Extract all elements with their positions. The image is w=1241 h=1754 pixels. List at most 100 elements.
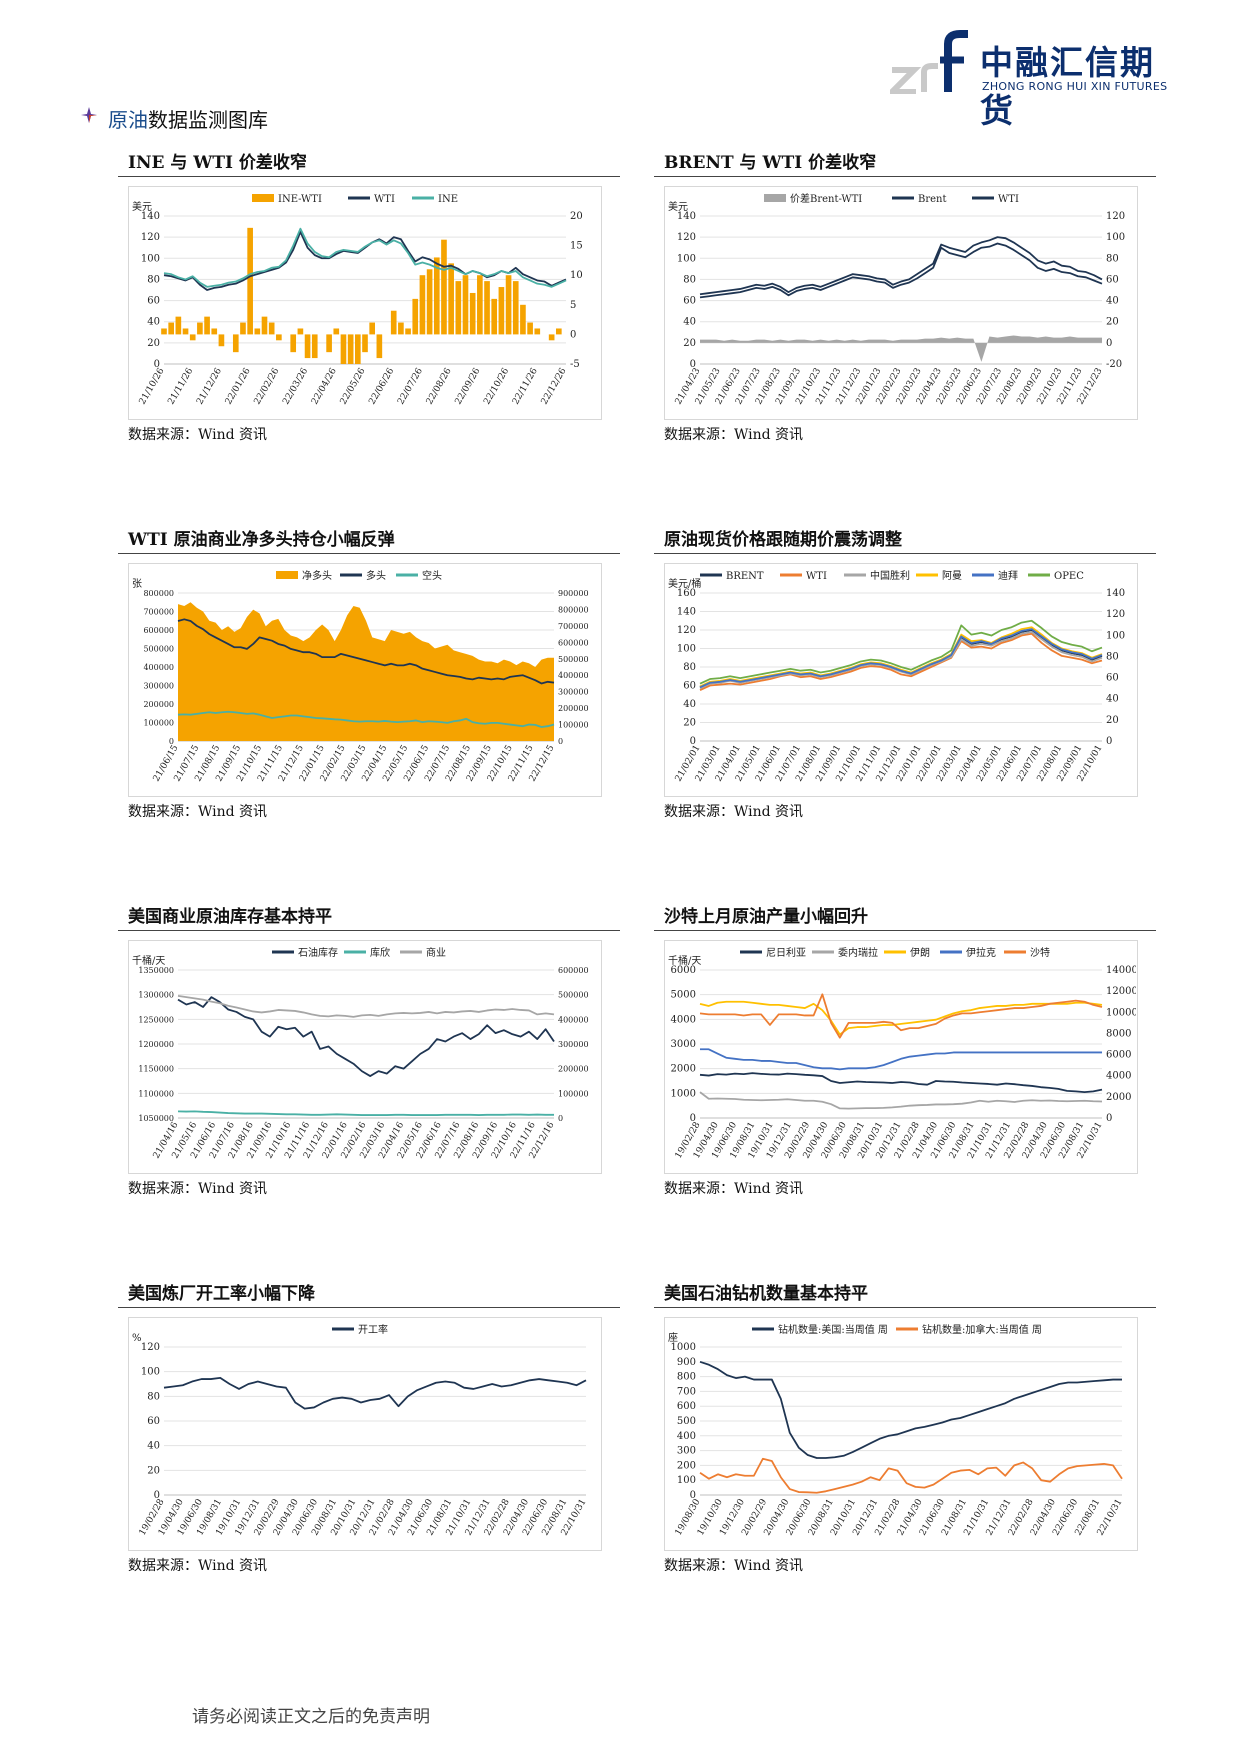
y-tick-label: 100000 <box>143 719 174 728</box>
y2-tick-label: 0 <box>1106 338 1112 349</box>
series-line <box>177 710 555 728</box>
y-tick-label: 1100000 <box>138 1089 174 1098</box>
series-钻机数量:美国:当周值 周 <box>699 1360 1122 1459</box>
y-tick-label: 0 <box>690 359 696 370</box>
y-tick-label: 900 <box>677 1357 696 1368</box>
y2-tick-label: 100000 <box>558 1089 589 1098</box>
y2-tick-label: 0 <box>1106 736 1112 747</box>
y2-tick-label: 0 <box>558 1114 563 1123</box>
legend: 尼日利亚 委内瑞拉 伊朗 伊拉克 沙特 <box>740 946 1050 959</box>
x-tick-label: 21/12/26 <box>195 366 224 406</box>
bar <box>505 275 512 335</box>
series-钻机数量:加拿大:当周值 周 <box>699 1457 1123 1494</box>
y-tick-label: 100 <box>677 253 696 264</box>
panel-title: 沙特上月原油产量小幅回升 <box>664 907 868 927</box>
x-tick-label: 22/03/26 <box>281 366 310 406</box>
y2-tick-label: 80 <box>1106 253 1119 264</box>
series-line <box>699 1457 1123 1494</box>
chart-frame <box>128 940 602 1174</box>
y2-tick-label: 100 <box>1106 630 1125 641</box>
bar <box>240 322 246 335</box>
chart-opec-output: 0 1000 2000 3000 4000 5000 6000 0 2000 4000 6000 80… <box>668 946 1136 1161</box>
data-source: 数据来源：Wind 资讯 <box>128 427 268 443</box>
divider <box>654 1307 1156 1308</box>
y2-tick-label: 400000 <box>558 1015 589 1024</box>
bar <box>326 334 332 353</box>
series-line <box>699 630 1103 690</box>
bar <box>204 316 210 335</box>
x-tick-label: 22/07/26 <box>396 366 425 406</box>
y2-tick-label: -5 <box>570 359 580 370</box>
bar <box>175 316 182 335</box>
series-line <box>699 1360 1122 1459</box>
y2-tick-label: 120 <box>1106 211 1125 222</box>
x-tick-label: 22/08/26 <box>425 366 454 406</box>
chart-us-inventory: 1050000 1100000 1150000 1200000 1250000 13000… <box>132 946 589 1161</box>
y-tick-label: 40 <box>147 1441 160 1452</box>
bar <box>268 322 275 335</box>
legend-label: WTI <box>998 194 1019 205</box>
panel-title: WTI 原油商业净多头持仓小幅反弹 <box>128 530 395 550</box>
series-line <box>699 632 1103 691</box>
y-tick-label: 5000 <box>671 990 696 1001</box>
y-tick-label: 1250000 <box>138 1015 174 1024</box>
series-沙特 <box>699 993 1103 1039</box>
bar <box>520 304 526 335</box>
series-价差Brent-WTI <box>700 335 1102 362</box>
y-unit-label: 美元/桶 <box>668 577 701 590</box>
chart-frame <box>128 186 602 420</box>
bar <box>211 328 218 335</box>
x-tick-label: 22/05/26 <box>339 366 368 406</box>
data-source: 数据来源：Wind 资讯 <box>128 804 268 820</box>
chart-rig-count: 01002003004005006007008009001000座19/08/3… <box>668 1323 1125 1538</box>
y-tick-label: 6000 <box>671 965 696 976</box>
bar <box>448 263 454 335</box>
series-line <box>177 1110 554 1116</box>
bar <box>455 281 462 335</box>
y-tick-label: 1200000 <box>138 1040 174 1049</box>
y2-tick-label: 2000 <box>1106 1092 1131 1103</box>
y-tick-label: 100 <box>141 1367 160 1378</box>
legend-label: 净多头 <box>302 569 332 582</box>
series-伊拉克 <box>700 1048 1102 1071</box>
y2-tick-label: 0 <box>558 737 563 746</box>
bar <box>548 334 555 341</box>
series-line <box>699 242 1103 299</box>
bar <box>340 334 347 364</box>
panel-title: 美国炼厂开工率小幅下降 <box>128 1284 315 1304</box>
y2-tick-label: 80 <box>1106 651 1119 662</box>
series-尼日利亚 <box>699 1072 1103 1093</box>
panel-spot-prices: 原油现货价格跟随期价震荡调整 0 20 40 60 80 100 120 140 160 0 20 4… <box>654 525 1156 825</box>
y-tick-label: 600000 <box>143 626 174 635</box>
y-tick-label: 80 <box>683 662 696 673</box>
y-tick-label: 300000 <box>143 682 174 691</box>
series-OPEC <box>699 619 1103 685</box>
divider <box>118 1307 620 1308</box>
panel-title: INE 与 WTI 价差收窄 <box>128 153 307 173</box>
bar <box>197 322 203 335</box>
y2-tick-label: 600000 <box>558 638 589 647</box>
bar <box>333 328 340 335</box>
y2-tick-label: 20 <box>1106 317 1119 328</box>
bar <box>189 334 196 341</box>
y-tick-label: 60 <box>147 1416 160 1427</box>
chart-refinery-utilization: 020406080100120%19/02/2819/04/3019/06/30… <box>132 1323 589 1538</box>
y2-tick-label: 700000 <box>558 622 589 631</box>
y-tick-label: 160 <box>677 588 696 599</box>
y-tick-label: 140 <box>677 607 696 618</box>
y-tick-label: 80 <box>147 1391 160 1402</box>
y-tick-label: 80 <box>147 274 160 285</box>
y-tick-label: 120 <box>677 232 696 243</box>
y-tick-label: 20 <box>147 1465 160 1476</box>
legend-label: INE <box>438 194 458 205</box>
y-tick-label: 700000 <box>143 608 174 617</box>
y-tick-label: 20 <box>683 338 696 349</box>
bar <box>512 281 519 335</box>
y-tick-label: 60 <box>683 681 696 692</box>
y-tick-label: 200000 <box>143 700 174 709</box>
y-tick-label: 0 <box>154 1490 160 1501</box>
series-line <box>177 995 555 1018</box>
y-tick-label: 1000 <box>671 1342 696 1353</box>
legend-label: 委内瑞拉 <box>838 946 878 959</box>
